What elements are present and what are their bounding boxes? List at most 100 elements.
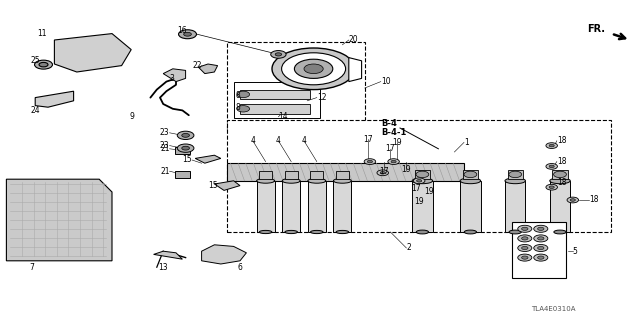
Ellipse shape [464,230,477,234]
Circle shape [177,144,194,152]
Circle shape [518,225,532,232]
Circle shape [237,106,250,112]
Circle shape [549,186,554,188]
Text: 22: 22 [192,61,202,70]
Circle shape [522,256,528,259]
Bar [308,181,326,232]
Circle shape [364,159,376,164]
Text: 20: 20 [349,36,358,44]
Text: 23: 23 [160,141,170,150]
Text: 19: 19 [414,197,424,206]
Text: 24: 24 [30,106,40,115]
Text: 18: 18 [557,178,566,187]
Circle shape [538,246,544,250]
Text: 17: 17 [411,184,421,193]
Bar [415,170,430,179]
Polygon shape [35,91,74,107]
Circle shape [522,237,528,240]
Text: 15: 15 [182,156,192,164]
Circle shape [377,170,388,176]
Bar [175,147,190,154]
Text: 8: 8 [236,92,240,100]
Bar [552,170,568,179]
Text: 14: 14 [278,112,288,121]
Circle shape [304,64,323,74]
Circle shape [567,197,579,203]
Circle shape [518,244,532,252]
Ellipse shape [412,178,433,184]
Text: 2: 2 [406,244,411,252]
Circle shape [546,143,557,148]
Text: 18: 18 [557,136,566,145]
Text: B-4: B-4 [381,119,397,128]
Text: 17: 17 [363,135,373,144]
Text: 18: 18 [557,157,566,166]
Circle shape [35,60,52,69]
Circle shape [534,254,548,261]
Ellipse shape [259,230,272,234]
Ellipse shape [509,230,522,234]
Bar [259,171,272,179]
Bar [505,181,525,232]
Circle shape [534,244,548,252]
Circle shape [538,256,544,259]
Text: 19: 19 [392,138,402,147]
Text: 9: 9 [129,112,134,121]
Circle shape [509,171,522,178]
Circle shape [538,227,544,230]
Ellipse shape [257,179,275,183]
Text: 3: 3 [170,74,175,83]
Bar [240,90,310,99]
Text: 17: 17 [379,167,389,176]
Ellipse shape [285,230,298,234]
Circle shape [570,199,575,201]
Circle shape [554,171,566,178]
Circle shape [179,30,196,39]
Circle shape [271,51,286,58]
Circle shape [413,178,425,184]
Circle shape [39,62,48,67]
Circle shape [388,159,399,164]
Ellipse shape [333,179,351,183]
Ellipse shape [336,230,349,234]
Polygon shape [349,58,362,82]
Circle shape [518,235,532,242]
Polygon shape [198,64,218,74]
Circle shape [546,164,557,169]
Text: 1: 1 [464,138,468,147]
Circle shape [534,235,548,242]
Ellipse shape [310,230,323,234]
Bar [460,181,481,232]
Bar [227,42,365,130]
Circle shape [522,227,528,230]
Circle shape [367,160,372,163]
Text: 4: 4 [301,136,307,145]
Bar [412,181,433,232]
Polygon shape [6,179,112,261]
Bar [227,163,464,181]
Circle shape [182,146,189,150]
Circle shape [380,172,385,174]
Circle shape [538,237,544,240]
Bar [512,222,566,278]
Circle shape [294,59,333,78]
Bar [227,120,611,232]
Text: 23: 23 [160,128,170,137]
Text: 17: 17 [385,144,396,153]
Text: B-4-1: B-4-1 [381,128,406,137]
Circle shape [177,131,194,140]
Polygon shape [195,155,221,163]
Text: 4: 4 [250,136,255,145]
Bar [285,171,298,179]
Ellipse shape [308,179,326,183]
Circle shape [534,225,548,232]
Text: 11: 11 [37,29,46,38]
Circle shape [272,48,355,90]
Circle shape [282,53,346,85]
Text: 16: 16 [177,26,188,35]
Text: TLA4E0310A: TLA4E0310A [531,306,576,312]
Ellipse shape [460,178,481,184]
Polygon shape [54,34,131,72]
Text: 12: 12 [317,93,326,102]
Circle shape [391,160,396,163]
